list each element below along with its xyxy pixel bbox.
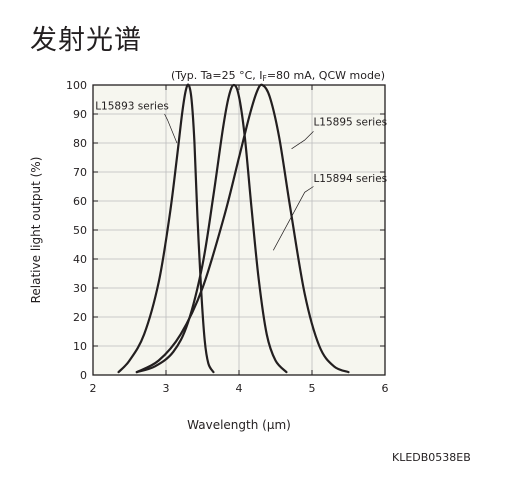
leader-line-l15894-series bbox=[273, 186, 314, 251]
x-axis-label: Wavelength (μm) bbox=[187, 418, 291, 432]
series-label-l15894-series: L15894 series bbox=[313, 173, 387, 185]
series-label-l15895-series: L15895 series bbox=[313, 117, 387, 129]
y-tick-label: 60 bbox=[73, 195, 87, 208]
y-tick-label: 30 bbox=[73, 282, 87, 295]
y-tick-label: 40 bbox=[73, 253, 87, 266]
y-tick-label: 20 bbox=[73, 311, 87, 324]
y-tick-label: 100 bbox=[66, 79, 87, 92]
x-tick-label: 6 bbox=[382, 382, 389, 395]
series-label-l15893-series: L15893 series bbox=[95, 101, 169, 113]
y-tick-label: 70 bbox=[73, 166, 87, 179]
x-tick-label: 5 bbox=[309, 382, 316, 395]
y-tick-label: 0 bbox=[80, 369, 87, 382]
x-tick-label: 3 bbox=[163, 382, 170, 395]
x-tick-label: 2 bbox=[90, 382, 97, 395]
x-tick-label: 4 bbox=[236, 382, 243, 395]
y-tick-label: 50 bbox=[73, 224, 87, 237]
y-tick-label: 90 bbox=[73, 108, 87, 121]
y-axis-label: Relative light output (%) bbox=[29, 157, 43, 304]
leader-line-l15895-series bbox=[291, 131, 314, 150]
y-tick-label: 10 bbox=[73, 340, 87, 353]
page-title: 发射光谱 bbox=[30, 25, 142, 56]
figure-code: KLEDB0538EB bbox=[392, 451, 471, 464]
series-line-l15895-series bbox=[135, 83, 288, 374]
leader-line-l15893-series bbox=[164, 113, 178, 144]
chart-subtitle: (Typ. Ta=25 °C, IF=80 mA, QCW mode) bbox=[171, 69, 385, 83]
y-tick-label: 80 bbox=[73, 137, 87, 150]
